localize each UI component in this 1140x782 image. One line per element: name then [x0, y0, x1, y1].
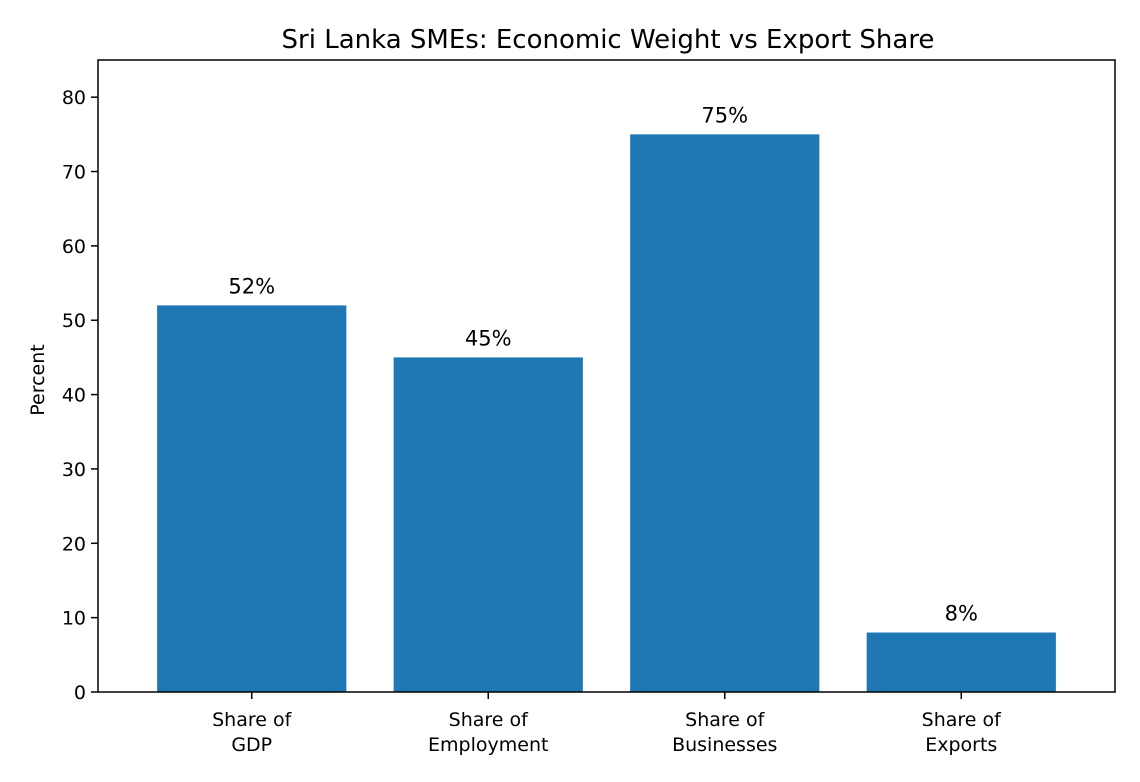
x-tick-label: Share of [685, 709, 765, 731]
y-axis-ticks: 0 10 20 30 40 50 60 70 80 [62, 87, 98, 704]
data-labels: 52% 45% 75% 8% [228, 103, 978, 625]
data-label: 75% [701, 103, 748, 127]
bar [393, 357, 583, 692]
bar [630, 134, 820, 693]
x-tick-label: Businesses [672, 734, 777, 756]
y-tick-label: 50 [62, 310, 86, 332]
y-tick-label: 60 [62, 236, 86, 258]
x-tick-label: GDP [231, 734, 272, 756]
y-tick-label: 80 [62, 87, 86, 109]
bar [157, 305, 347, 692]
plot-frame [97, 59, 1116, 693]
bar [866, 632, 1056, 692]
y-tick-label: 70 [62, 162, 86, 184]
y-tick-label: 40 [62, 385, 86, 407]
data-label: 52% [228, 274, 275, 298]
x-tick-label: Share of [212, 709, 292, 731]
x-tick-label: Share of [922, 709, 1002, 731]
x-tick-label: Exports [925, 734, 997, 756]
y-tick-label: 10 [62, 608, 86, 630]
data-label: 45% [465, 326, 512, 350]
y-tick-label: 20 [62, 533, 86, 555]
bars [157, 134, 1056, 693]
x-axis-labels: Share of GDP Share of Employment Share of Bus… [212, 692, 1002, 756]
chart-title: Sri Lanka SMEs: Economic Weight vs Expor… [282, 25, 935, 55]
x-tick-label: Share of [449, 709, 529, 731]
x-tick-label: Employment [428, 734, 548, 756]
data-label: 8% [945, 602, 978, 626]
y-tick-label: 30 [62, 459, 86, 481]
y-axis-label: Percent [27, 344, 49, 416]
y-tick-label: 0 [74, 682, 86, 704]
